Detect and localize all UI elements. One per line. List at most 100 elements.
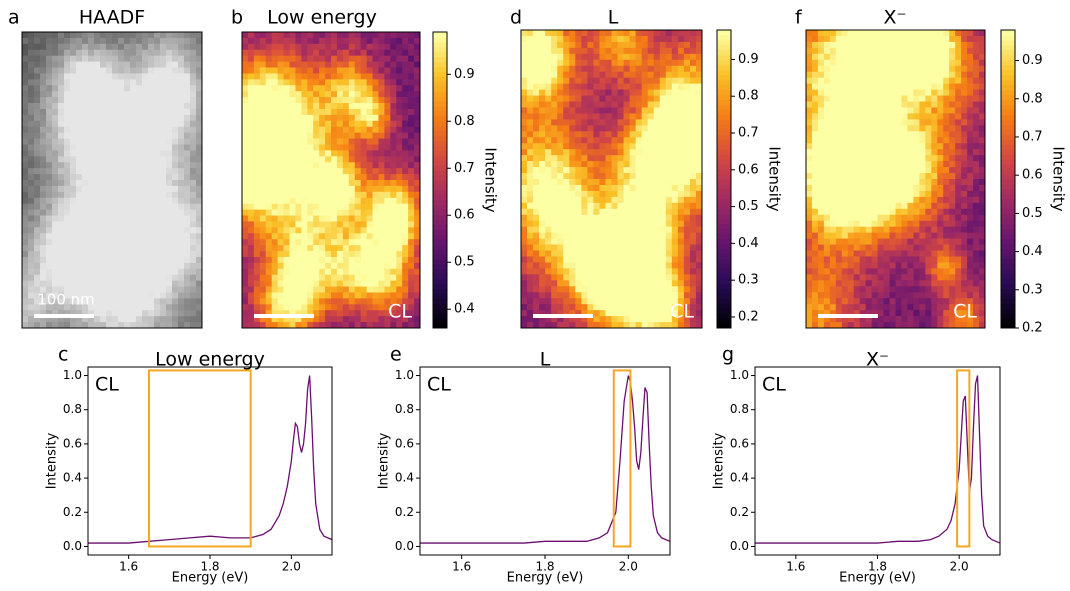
pixel [659,286,667,293]
pixel [557,83,564,90]
pixel [70,251,77,258]
pixel [545,173,552,180]
pixel [823,35,831,43]
pixel [319,286,326,293]
pixel [259,245,267,252]
pixel [148,108,155,116]
pixel [70,322,77,329]
pixel [106,73,113,80]
colorbar-tick-label: 0.4 [738,236,759,251]
pixel [671,35,679,43]
pixel [190,79,197,86]
pixel [76,322,83,329]
pixel [617,53,624,61]
pixel [22,79,29,86]
colorbar-segment [433,46,447,53]
pixel [551,155,558,162]
pixel [283,203,290,210]
pixel [689,268,697,275]
pixel [46,79,53,86]
pixel [301,215,308,222]
pixel [70,286,77,293]
colorbar-segment [433,209,447,216]
pixel [378,67,385,74]
pixel [325,215,332,222]
pixel [242,144,249,151]
pixel [160,132,167,139]
pixel [88,156,95,163]
pixel [973,59,980,67]
pixel [100,280,107,287]
pixel [319,322,326,329]
pixel [671,190,679,198]
pixel [677,256,685,263]
pixel [148,304,155,311]
pixel [277,197,284,205]
pixel [242,233,249,240]
pixel [593,316,600,323]
pixel [190,185,197,193]
pixel [665,196,673,204]
pixel [34,209,41,216]
pixel [521,226,528,234]
pixel [605,95,612,102]
pixel [569,304,576,311]
pixel [259,108,267,116]
pixel [847,65,855,73]
pixel [70,256,77,264]
pixel [242,43,249,51]
pixel [82,49,89,57]
pixel [390,256,397,264]
pixel [973,65,980,73]
pixel [148,85,155,92]
pixel [551,316,558,323]
pixel [106,49,113,57]
pixel [354,262,362,270]
pixel [521,280,528,287]
pixel [166,32,173,39]
pixel [40,156,47,163]
pixel [853,41,861,49]
pixel [569,107,576,114]
pixel [319,67,326,74]
pixel [569,244,576,251]
pixel [142,209,149,216]
pixel [184,91,191,98]
pixel [112,168,119,175]
pixel [313,268,320,276]
pixel [551,232,558,239]
pixel [647,125,655,132]
pixel [313,274,320,282]
pixel [665,280,673,287]
pixel [112,156,119,163]
pixel [289,322,296,329]
pixel [611,89,618,96]
pixel [575,35,582,43]
pixel [154,85,161,92]
pixel [58,233,65,240]
pixel [414,197,421,205]
pixel [689,173,697,180]
pixel [58,221,65,228]
pixel [979,71,986,79]
pixel [533,286,540,293]
pixel [973,30,980,37]
pixel [160,144,167,151]
pixel [895,47,902,55]
pixel [70,144,77,151]
pixel [124,97,131,104]
pixel [295,61,302,68]
pixel [58,150,65,157]
pixel [569,89,576,96]
pixel [271,132,278,139]
pixel [581,83,588,90]
pixel [647,41,655,49]
pixel [172,67,179,74]
pixel [58,55,65,62]
pixel [154,120,161,128]
pixel [301,55,308,62]
pixel [617,310,624,317]
pixel [64,185,71,193]
pixel [271,298,278,305]
